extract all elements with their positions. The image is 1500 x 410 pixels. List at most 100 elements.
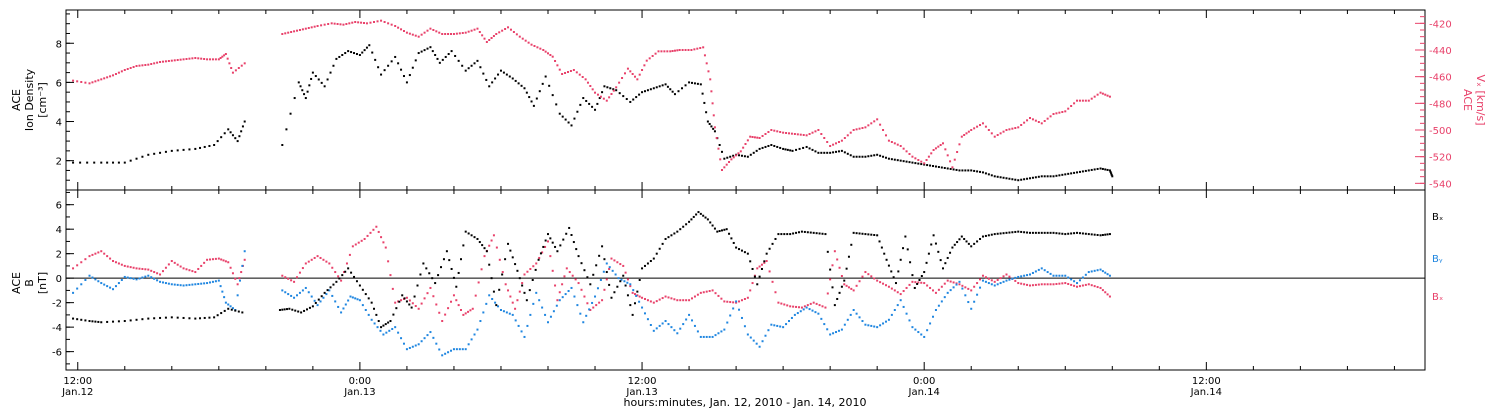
bx-point [1037, 231, 1040, 234]
density-point [541, 82, 544, 85]
bz-point [735, 301, 738, 304]
by-point [582, 321, 585, 324]
velocity-point [864, 126, 867, 129]
by-point [435, 342, 438, 345]
velocity-point [715, 137, 718, 139]
by-point [705, 335, 708, 338]
density-point [408, 74, 411, 77]
bz-point [351, 245, 354, 248]
bz-point [296, 276, 299, 279]
by-point [682, 323, 685, 326]
bz-point [209, 258, 212, 261]
by-point [385, 331, 388, 334]
bx-point [147, 317, 150, 320]
density-point [718, 144, 721, 146]
density-point [514, 79, 517, 82]
bx-point [483, 247, 486, 250]
bx-point [953, 243, 956, 246]
bx-point [649, 260, 652, 263]
density-point [993, 175, 996, 178]
bx-point [885, 258, 888, 261]
density-point [329, 71, 332, 74]
bz-point [987, 277, 990, 280]
bx-point [613, 291, 616, 294]
by-point [153, 277, 156, 280]
velocity-point [387, 22, 390, 25]
velocity-point [549, 54, 552, 56]
bz-point [114, 261, 117, 264]
bx-point [641, 267, 644, 270]
bx-point [495, 304, 498, 307]
density-point [855, 155, 858, 158]
velocity-point [243, 62, 246, 65]
by-point [505, 311, 508, 314]
by-point [611, 269, 614, 272]
by-point [652, 329, 655, 332]
velocity-point [942, 142, 945, 145]
by-point [964, 294, 967, 297]
by-point [194, 283, 197, 286]
bx-point [317, 298, 320, 301]
by-point [520, 330, 523, 333]
by-point [319, 300, 322, 303]
bx-point [392, 313, 395, 316]
bx-point [965, 240, 968, 243]
bx-point [278, 309, 281, 311]
by-point [316, 304, 319, 307]
density-point [423, 49, 426, 52]
by-point [867, 324, 870, 327]
by-point [544, 313, 547, 316]
bz-point [80, 261, 83, 264]
density-point [1076, 171, 1079, 174]
bz-point [661, 297, 664, 300]
bz-point [855, 284, 858, 287]
bx-point [850, 243, 853, 246]
bz-point [696, 293, 699, 296]
velocity-point [976, 125, 979, 128]
bx-point [845, 267, 848, 270]
velocity-point [779, 131, 782, 133]
by-point [514, 319, 517, 322]
density-point [655, 86, 658, 89]
by-point [100, 282, 103, 285]
density-point [1031, 176, 1034, 179]
bz-point [509, 295, 512, 298]
density-point [129, 159, 132, 162]
by-point [641, 306, 644, 309]
density-point [147, 153, 150, 156]
by-point [552, 310, 555, 313]
bx-point [1078, 232, 1081, 235]
velocity-point [126, 68, 129, 70]
velocity-label-line1: ACE [1461, 89, 1474, 111]
density-point [1058, 174, 1061, 177]
density-point [808, 147, 811, 150]
velocity-point [884, 134, 887, 137]
field-tick-label: -4 [52, 323, 62, 334]
velocity-point [707, 70, 710, 73]
density-point [677, 90, 680, 93]
by-point [993, 284, 996, 287]
velocity-point [327, 23, 330, 25]
bz-point [397, 300, 400, 303]
density-point [1110, 173, 1113, 176]
by-point [473, 333, 476, 336]
bz-point [847, 286, 850, 289]
density-point [973, 169, 976, 172]
velocity-point [1108, 95, 1111, 98]
velocity-point [1005, 129, 1008, 131]
density-point [141, 155, 144, 158]
by-point [364, 309, 367, 311]
time-tick-label: 12:00 [63, 376, 92, 387]
bx-point [909, 261, 912, 264]
density-point [789, 149, 792, 152]
velocity-point [820, 133, 823, 135]
bz-point [360, 239, 363, 242]
by-point [227, 303, 230, 306]
bx-point [923, 271, 926, 274]
density-point [238, 135, 241, 138]
density-point [447, 53, 450, 56]
velocity-point [987, 129, 990, 131]
bz-point [417, 307, 420, 310]
density-point [884, 156, 887, 159]
by-point [337, 305, 340, 308]
